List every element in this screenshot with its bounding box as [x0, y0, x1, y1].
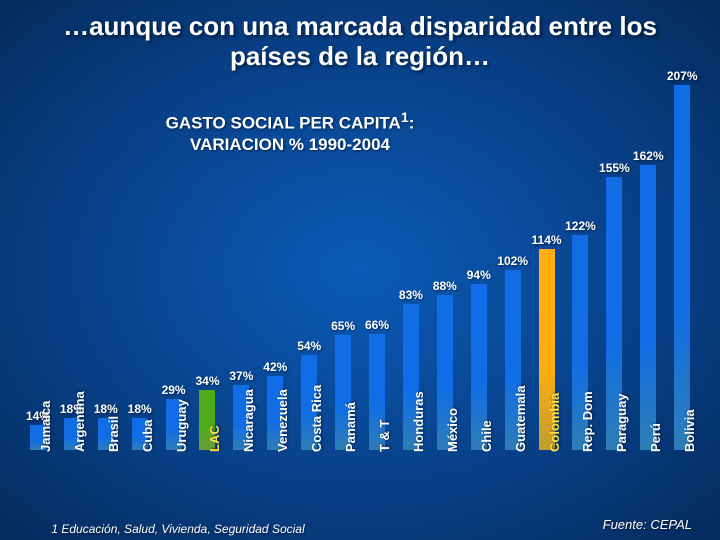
- xlabel-slot: Colombia: [531, 450, 563, 528]
- xlabel-slot: Venezuela: [259, 450, 291, 528]
- x-axis-label: Perú: [648, 423, 663, 452]
- bar: 207%: [674, 85, 690, 450]
- x-axis-label: Venezuela: [275, 389, 290, 452]
- bar-chart: 14%18%18%18%29%34%37%42%54%65%66%83%88%9…: [22, 80, 698, 450]
- bar-value-label: 207%: [667, 69, 698, 83]
- bar-value-label: 88%: [433, 279, 457, 293]
- bar-value-label: 54%: [297, 339, 321, 353]
- bar-slot: 18%: [90, 80, 122, 450]
- x-axis-labels: JamaicaArgentinaBrasilCubaUruguayLACNica…: [22, 450, 698, 528]
- xlabel-slot: Honduras: [395, 450, 427, 528]
- xlabel-slot: Nicaragua: [225, 450, 257, 528]
- xlabel-slot: Cuba: [124, 450, 156, 528]
- bar-slot: 18%: [124, 80, 156, 450]
- bar-value-label: 122%: [565, 219, 596, 233]
- x-axis-label: Bolivia: [682, 409, 697, 452]
- bar-value-label: 102%: [497, 254, 528, 268]
- bar-slot: 34%: [192, 80, 224, 450]
- x-axis-label: Paraguay: [614, 393, 629, 452]
- xlabel-slot: LAC: [192, 450, 224, 528]
- x-axis-label: México: [445, 408, 460, 452]
- bar-value-label: 18%: [94, 402, 118, 416]
- xlabel-slot: Jamaica: [22, 450, 54, 528]
- xlabel-slot: Brasil: [90, 450, 122, 528]
- x-axis-label: Colombia: [547, 393, 562, 452]
- x-axis-label: Cuba: [140, 420, 155, 453]
- bar-value-label: 65%: [331, 319, 355, 333]
- x-axis-label: Brasil: [106, 416, 121, 452]
- bar-value-label: 162%: [633, 149, 664, 163]
- x-axis-label: Uruguay: [174, 399, 189, 452]
- xlabel-slot: Panamá: [327, 450, 359, 528]
- bar-slot: 29%: [158, 80, 190, 450]
- bar-value-label: 29%: [162, 383, 186, 397]
- x-axis-label: Nicaragua: [241, 389, 256, 452]
- page-title: …aunque con una marcada disparidad entre…: [0, 0, 720, 72]
- x-axis-label: Guatemala: [513, 386, 528, 452]
- xlabel-slot: Chile: [463, 450, 495, 528]
- bar-value-label: 18%: [128, 402, 152, 416]
- bar-slot: 14%: [22, 80, 54, 450]
- bar-rect: [640, 165, 656, 450]
- xlabel-slot: Uruguay: [158, 450, 190, 528]
- source-label: Fuente: CEPAL: [603, 517, 692, 532]
- x-axis-label: LAC: [207, 425, 222, 452]
- xlabel-slot: Guatemala: [497, 450, 529, 528]
- xlabel-slot: Argentina: [56, 450, 88, 528]
- bar-value-label: 66%: [365, 318, 389, 332]
- bars-container: 14%18%18%18%29%34%37%42%54%65%66%83%88%9…: [22, 80, 698, 450]
- bar-slot: 207%: [666, 80, 698, 450]
- bar-slot: 66%: [361, 80, 393, 450]
- bar-value-label: 83%: [399, 288, 423, 302]
- bar-slot: 65%: [327, 80, 359, 450]
- xlabel-slot: Costa Rica: [293, 450, 325, 528]
- xlabel-slot: México: [429, 450, 461, 528]
- bar-rect: [674, 85, 690, 450]
- footnote: 1 Educación, Salud, Vivienda, Seguridad …: [28, 523, 328, 536]
- bar-value-label: 155%: [599, 161, 630, 175]
- bar-slot: 88%: [429, 80, 461, 450]
- x-axis-label: Panamá: [343, 402, 358, 452]
- x-axis-label: Jamaica: [38, 401, 53, 452]
- bar-value-label: 42%: [263, 360, 287, 374]
- x-axis-label: Chile: [479, 420, 494, 452]
- bar-slot: 162%: [632, 80, 664, 450]
- x-axis-label: Rep. Dom: [580, 391, 595, 452]
- bar-value-label: 114%: [532, 233, 562, 247]
- xlabel-slot: T & T: [361, 450, 393, 528]
- x-axis-label: Honduras: [411, 391, 426, 452]
- xlabel-slot: Rep. Dom: [565, 450, 597, 528]
- bar-value-label: 37%: [229, 369, 253, 383]
- bar-slot: 94%: [463, 80, 495, 450]
- x-axis-label: T & T: [377, 420, 392, 453]
- bar-value-label: 94%: [467, 268, 491, 282]
- x-axis-label: Argentina: [72, 391, 87, 452]
- bar-value-label: 34%: [195, 374, 219, 388]
- bar: 162%: [640, 165, 656, 450]
- x-axis-label: Costa Rica: [309, 385, 324, 452]
